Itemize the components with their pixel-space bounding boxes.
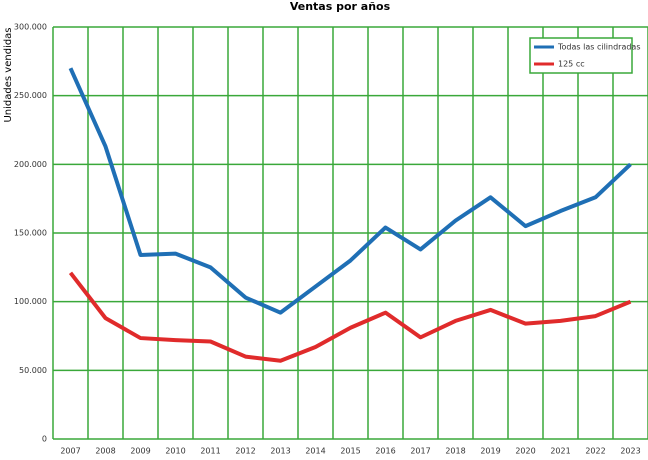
x-tick-label: 2008: [95, 447, 115, 456]
x-tick-label: 2022: [585, 447, 605, 456]
x-tick-label: 2021: [550, 447, 570, 456]
x-tick-label: 2019: [480, 447, 500, 456]
y-tick-label: 0: [42, 435, 47, 444]
x-tick-label: 2014: [305, 447, 325, 456]
x-tick-label: 2020: [515, 447, 535, 456]
y-tick-label: 250.000: [14, 91, 47, 100]
x-tick-label: 2015: [340, 447, 360, 456]
x-tick-label: 2012: [235, 447, 255, 456]
y-tick-label: 150.000: [14, 229, 47, 238]
y-tick-label: 300.000: [14, 23, 47, 32]
x-tick-label: 2007: [60, 447, 80, 456]
line-series: [68, 67, 632, 315]
x-tick-label: 2009: [130, 447, 150, 456]
y-axis-title: Unidades vendidas: [3, 27, 14, 122]
x-tick-label: 2011: [200, 447, 220, 456]
chart-title: Ventas por años: [290, 0, 391, 13]
x-tick-label: 2023: [620, 447, 640, 456]
y-tick-label: 200.000: [14, 160, 47, 169]
x-tick-label: 2013: [270, 447, 290, 456]
line-series: [68, 271, 632, 363]
legend-label: Todas las cilindradas: [557, 43, 641, 52]
x-tick-label: 2018: [445, 447, 465, 456]
y-tick-label: 50.000: [19, 366, 47, 375]
y-tick-label: 100.000: [14, 297, 47, 306]
legend-box: [529, 37, 633, 74]
x-tick-label: 2016: [375, 447, 395, 456]
x-tick-label: 2017: [410, 447, 430, 456]
legend-label: 125 cc: [558, 60, 585, 69]
x-tick-label: 2010: [165, 447, 185, 456]
